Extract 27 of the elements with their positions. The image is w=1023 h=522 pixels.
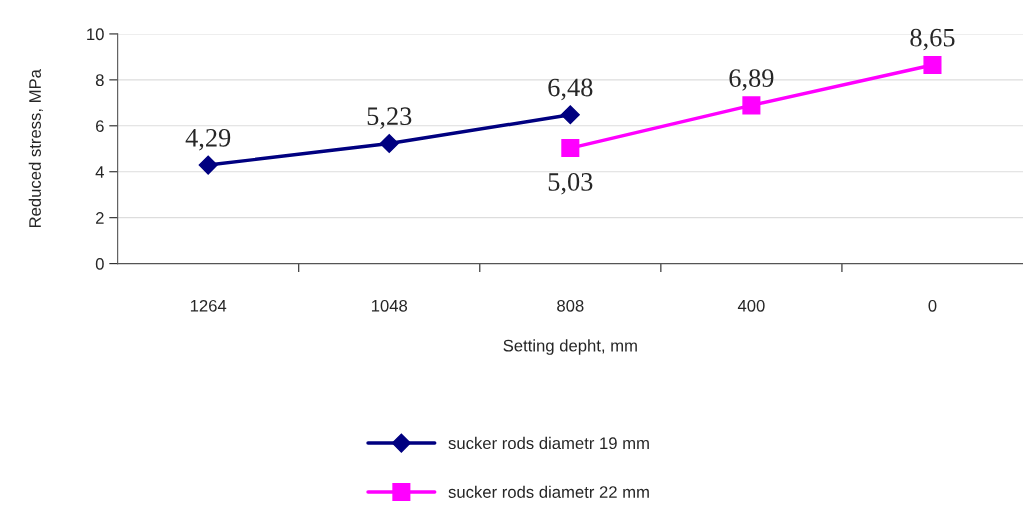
point <box>560 105 580 125</box>
x-tick-label: 1048 <box>371 299 408 312</box>
x-axis-title: Setting depht, mm <box>503 339 637 355</box>
point <box>198 155 218 175</box>
y-tick-label: 8 <box>95 74 104 87</box>
y-tick-label: 0 <box>95 258 104 270</box>
data-label: 5,23 <box>367 107 412 129</box>
data-label: 6,89 <box>729 69 774 91</box>
y-tick-label: 4 <box>95 166 104 178</box>
data-label: 4,29 <box>185 128 231 151</box>
x-tick-label: 808 <box>557 299 584 312</box>
point <box>379 133 399 154</box>
y-tick-label: 10 <box>87 28 104 41</box>
y-tick-label: 2 <box>96 212 104 224</box>
legend-label: sucker rods diametr 22 mm <box>448 485 649 498</box>
legend-label: sucker rods diametr 19 mm <box>448 436 649 450</box>
x-tick-label: 400 <box>737 299 765 312</box>
point <box>923 55 942 74</box>
x-tick-label: 0 <box>928 299 937 312</box>
y-tick-label: 6 <box>96 120 104 133</box>
data-label: 5,03 <box>548 172 593 195</box>
point <box>561 139 580 158</box>
data-label: 6,48 <box>548 78 593 101</box>
x-tick-label: 1264 <box>190 299 227 312</box>
point <box>742 96 761 115</box>
data-label: 8,65 <box>910 28 955 51</box>
y-axis-title: Reduced stress, MPa <box>28 69 43 228</box>
